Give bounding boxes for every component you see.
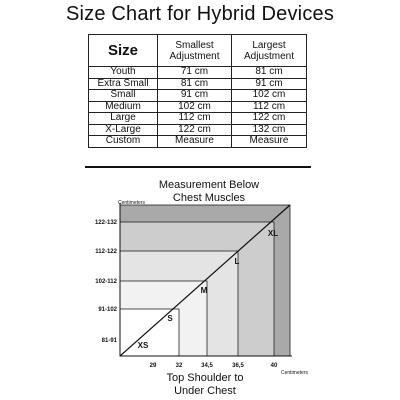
x-tick-label: 36,5 bbox=[232, 363, 244, 369]
x-tick-label: 34,5 bbox=[201, 363, 213, 369]
cell-size: Custom bbox=[88, 135, 158, 148]
cell-smallest: 122 cm bbox=[157, 123, 232, 136]
header-smallest-line1: Smallest bbox=[175, 39, 214, 51]
table-row: Extra Small 81 cm 91 cm bbox=[88, 77, 307, 90]
header-largest-line1: Largest bbox=[252, 39, 286, 51]
table-row: Large 112 cm 122 cm bbox=[88, 112, 307, 125]
cell-size: Large bbox=[88, 112, 158, 125]
region-label-s: S bbox=[167, 314, 173, 323]
chart-title-line2: Chest Muscles bbox=[173, 192, 246, 204]
y-tick-label: 112-122 bbox=[95, 249, 117, 255]
marks-layer: XS S M L XL 29 32 34,5 36,5 40 81-91 91-102 102-112 1… bbox=[95, 203, 292, 369]
cell-size: Small bbox=[88, 89, 158, 102]
cell-largest: 102 cm bbox=[231, 89, 307, 102]
cell-size: Extra Small bbox=[88, 77, 158, 90]
section-divider bbox=[85, 166, 311, 168]
cell-largest: 91 cm bbox=[231, 77, 307, 90]
header-largest: Largest Adjustment bbox=[231, 34, 307, 67]
table-row: X-Large 122 cm 132 cm bbox=[88, 123, 307, 136]
table-row: Custom Measure Measure bbox=[88, 135, 307, 148]
x-axis-label-line1: Top Shoulder to bbox=[166, 372, 243, 384]
cell-largest: 81 cm bbox=[231, 66, 307, 79]
cell-size: X-Large bbox=[88, 123, 158, 136]
y-tick-label: 81-91 bbox=[102, 338, 118, 344]
table-row: Medium 102 cm 112 cm bbox=[88, 100, 307, 113]
cell-smallest: 102 cm bbox=[157, 100, 232, 113]
x-axis-unit: Centimeters bbox=[281, 370, 308, 376]
cell-largest: Measure bbox=[231, 135, 307, 148]
x-tick-label: 32 bbox=[176, 363, 183, 369]
x-axis-label-line2: Under Chest bbox=[174, 385, 236, 397]
table-row: Small 91 cm 102 cm bbox=[88, 89, 307, 102]
cell-largest: 132 cm bbox=[231, 123, 307, 136]
cell-smallest: 71 cm bbox=[157, 66, 232, 79]
header-largest-line2: Adjustment bbox=[243, 50, 295, 62]
page-title: Size Chart for Hybrid Devices bbox=[65, 3, 335, 25]
cell-largest: 122 cm bbox=[231, 112, 307, 125]
x-tick-label: 40 bbox=[271, 363, 278, 369]
cell-size: Medium bbox=[88, 100, 158, 113]
region-label-m: M bbox=[201, 286, 208, 295]
region-label-xl: XL bbox=[268, 229, 278, 238]
region-label-l: L bbox=[235, 257, 240, 266]
region-label-xs: XS bbox=[138, 341, 149, 350]
cell-size: Youth bbox=[88, 66, 158, 79]
y-axis-unit: Centimeters bbox=[118, 200, 145, 206]
cell-largest: 112 cm bbox=[231, 100, 307, 113]
x-tick-label: 29 bbox=[150, 363, 157, 369]
table-row: Youth 71 cm 81 cm bbox=[88, 66, 307, 79]
header-smallest-line2: Adjustment bbox=[169, 50, 220, 62]
size-table: Size Smallest Adjustment Largest Adjustm… bbox=[88, 34, 307, 148]
y-tick-label: 102-112 bbox=[95, 279, 117, 285]
diagonal-line bbox=[119, 204, 291, 357]
cell-smallest: 81 cm bbox=[157, 77, 232, 90]
cell-smallest: 91 cm bbox=[157, 89, 232, 102]
table-header-row: Size Smallest Adjustment Largest Adjustm… bbox=[88, 34, 307, 67]
cell-smallest: Measure bbox=[157, 135, 232, 148]
header-size: Size bbox=[88, 34, 158, 67]
y-tick-label: 122-132 bbox=[95, 220, 118, 226]
cell-smallest: 112 cm bbox=[157, 112, 232, 125]
chart-title-line1: Measurement Below bbox=[159, 179, 259, 191]
y-tick-label: 91-102 bbox=[98, 307, 117, 313]
measurement-chart: Measurement Below Chest Muscles Centimet… bbox=[95, 179, 308, 397]
header-smallest: Smallest Adjustment bbox=[157, 34, 232, 67]
